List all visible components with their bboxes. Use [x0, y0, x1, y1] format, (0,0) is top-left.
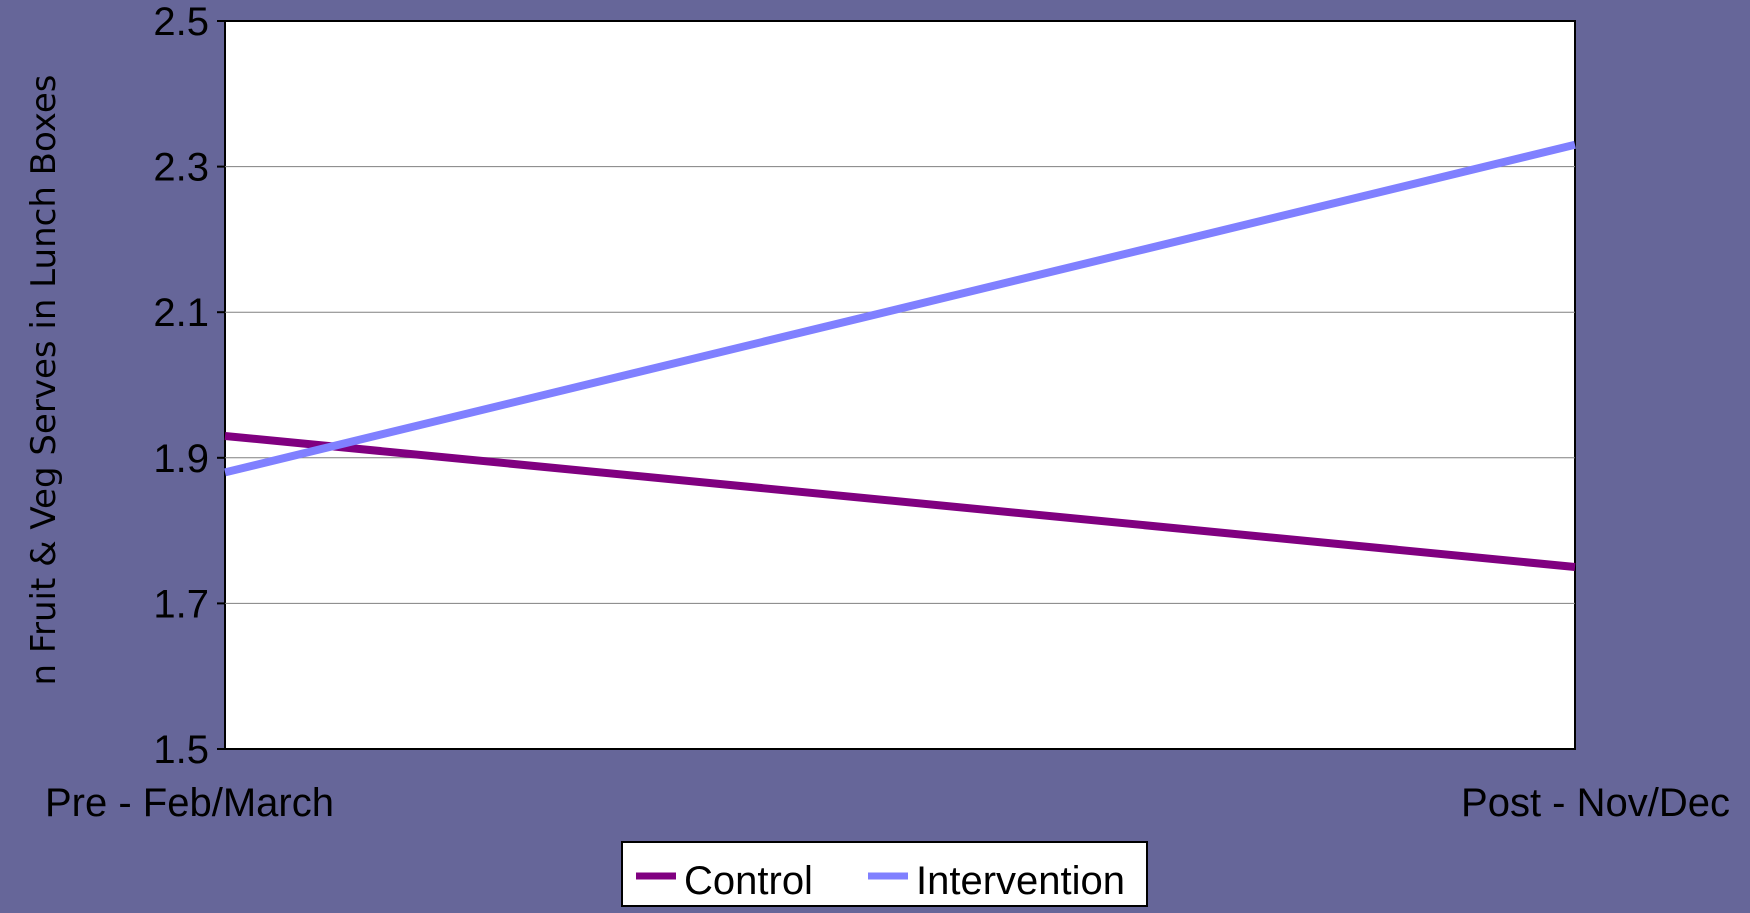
series-line-intervention — [224, 140, 1576, 477]
legend-label-control: Control — [684, 859, 813, 903]
x-tick-label: Pre - Feb/March — [45, 781, 334, 825]
plot-area — [224, 20, 1576, 750]
series-line-control — [224, 431, 1576, 571]
x-tick-label: Post - Nov/Dec — [1461, 781, 1730, 825]
x-axis-labels: Pre - Feb/March Post - Nov/Dec — [45, 781, 1730, 825]
y-axis-ticks: 1.5 1.7 1.9 2.1 2.3 2.5 — [153, 0, 225, 772]
y-tick-label: 2.1 — [153, 291, 209, 335]
legend-label-intervention: Intervention — [916, 859, 1125, 903]
y-tick-label: 2.5 — [153, 0, 209, 44]
legend: Control Intervention — [621, 841, 1148, 907]
y-tick-label: 1.5 — [153, 728, 209, 772]
y-tick-label: 1.9 — [153, 437, 209, 481]
y-tick-label: 1.7 — [153, 582, 209, 626]
y-tick-label: 2.3 — [153, 146, 209, 190]
y-axis-title: n Fruit & Veg Serves in Lunch Boxes — [24, 75, 64, 686]
series-lines — [224, 140, 1576, 571]
